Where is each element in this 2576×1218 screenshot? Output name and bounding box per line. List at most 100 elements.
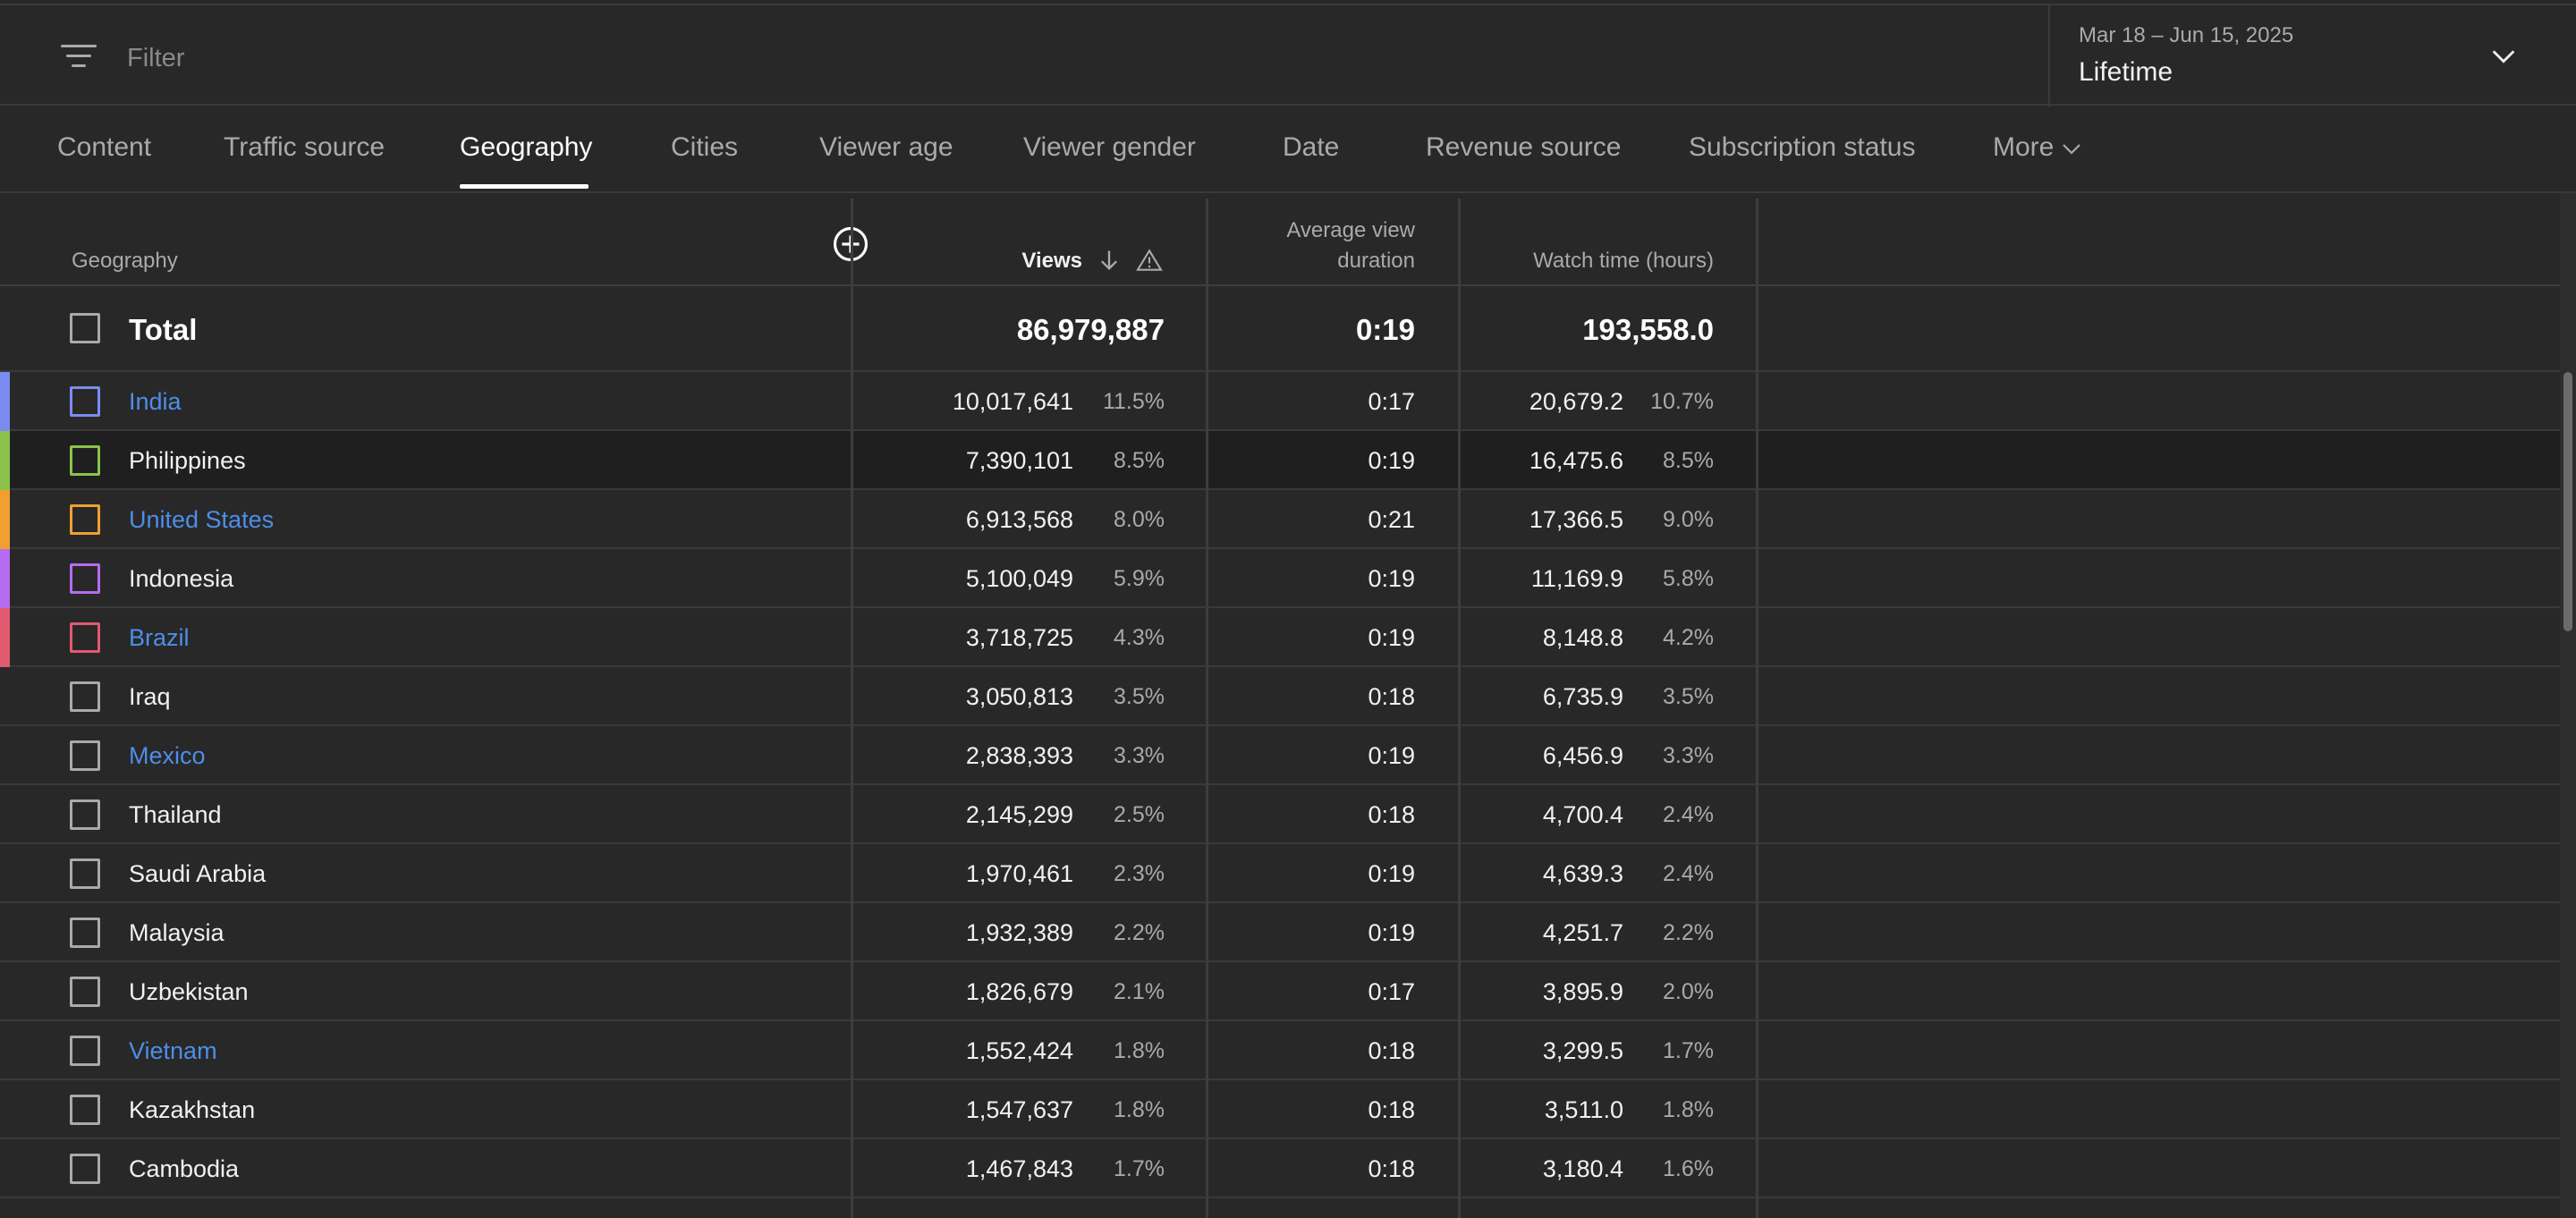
- tab-cities[interactable]: Cities: [671, 132, 739, 162]
- tab-geography[interactable]: Geography: [460, 132, 593, 162]
- column-divider: [1458, 199, 1461, 1218]
- chevron-down-icon[interactable]: [2488, 41, 2519, 72]
- row-color-indicator: [0, 490, 10, 549]
- tab-revenue-source[interactable]: Revenue source: [1426, 132, 1622, 162]
- country-name: Indonesia: [129, 565, 234, 592]
- views-percent: 2.3%: [1114, 861, 1165, 886]
- table-row[interactable]: Iraq 3,050,813 3.5% 0:18 6,735.9 3.5%: [0, 667, 2560, 726]
- watch-time-percent: 5.8%: [1663, 566, 1714, 591]
- tab-more[interactable]: More: [1993, 132, 2082, 163]
- table-row[interactable]: Philippines 7,390,101 8.5% 0:19 16,475.6 8.5%: [0, 431, 2560, 490]
- table-row[interactable]: Saudi Arabia 1,970,461 2.3% 0:19 4,639.3 2.4%: [0, 844, 2560, 903]
- tab-traffic-source[interactable]: Traffic source: [224, 132, 386, 162]
- row-checkbox[interactable]: [70, 563, 100, 594]
- views-value: 1,467,843: [965, 1155, 1073, 1182]
- country-name[interactable]: Mexico: [129, 742, 206, 769]
- date-range-selector[interactable]: Mar 18 – Jun 15, 2025 Lifetime: [2048, 5, 2576, 107]
- watch-time-value: 20,679.2: [1529, 388, 1623, 415]
- row-checkbox[interactable]: [70, 918, 100, 948]
- column-header-avg-duration-line2[interactable]: duration: [1337, 249, 1415, 273]
- scrollbar-thumb[interactable]: [2563, 372, 2572, 631]
- tab-viewer-gender[interactable]: Viewer gender: [1023, 132, 1196, 162]
- watch-time-percent: 8.5%: [1663, 448, 1714, 473]
- watch-time-value: 4,639.3: [1542, 860, 1623, 887]
- row-checkbox[interactable]: [70, 504, 100, 535]
- row-color-indicator: [0, 372, 10, 431]
- row-checkbox[interactable]: [70, 622, 100, 653]
- table-row[interactable]: Kazakhstan 1,547,637 1.8% 0:18 3,511.0 1.8%: [0, 1080, 2560, 1139]
- watch-time-value: 6,456.9: [1542, 742, 1623, 769]
- table-row[interactable]: Uzbekistan 1,826,679 2.1% 0:17 3,895.9 2.0%: [0, 962, 2560, 1021]
- row-checkbox[interactable]: [70, 1154, 100, 1184]
- total-checkbox[interactable]: [70, 313, 100, 343]
- row-color-indicator: [0, 1139, 10, 1198]
- table-row[interactable]: Mexico 2,838,393 3.3% 0:19 6,456.9 3.3%: [0, 726, 2560, 785]
- table-row[interactable]: India 10,017,641 11.5% 0:17 20,679.2 10.7%: [0, 372, 2560, 431]
- geography-table: Geography Views Average view duration Wa…: [0, 199, 2560, 1218]
- watch-time-value: 6,735.9: [1542, 683, 1623, 710]
- views-value: 7,390,101: [965, 447, 1073, 474]
- column-header-avg-duration-line1[interactable]: Average view: [1286, 218, 1415, 242]
- table-row[interactable]: Vietnam 1,552,424 1.8% 0:18 3,299.5 1.7%: [0, 1021, 2560, 1080]
- tab-more-label: More: [1993, 132, 2055, 162]
- filter-input[interactable]: [127, 32, 1021, 84]
- watch-time-value: 3,895.9: [1542, 978, 1623, 1005]
- row-color-indicator: [0, 726, 10, 785]
- row-checkbox[interactable]: [70, 1095, 100, 1125]
- row-checkbox[interactable]: [70, 859, 100, 889]
- table-row[interactable]: Indonesia 5,100,049 5.9% 0:19 11,169.9 5.8%: [0, 549, 2560, 608]
- table-row[interactable]: Cambodia 1,467,843 1.7% 0:18 3,180.4 1.6%: [0, 1139, 2560, 1198]
- table-row[interactable]: Brazil 3,718,725 4.3% 0:19 8,148.8 4.2%: [0, 608, 2560, 667]
- row-checkbox[interactable]: [70, 977, 100, 1007]
- avg-duration-value: 0:17: [1368, 388, 1415, 415]
- column-header-watch-time[interactable]: Watch time (hours): [1533, 249, 1714, 273]
- watch-time-value: 4,251.7: [1542, 919, 1623, 946]
- watch-time-percent: 1.6%: [1663, 1156, 1714, 1181]
- column-divider: [1206, 199, 1208, 1218]
- row-color-indicator: [0, 1080, 10, 1139]
- row-color-indicator: [0, 903, 10, 962]
- row-checkbox[interactable]: [70, 386, 100, 417]
- tab-date[interactable]: Date: [1283, 132, 1340, 162]
- filter-bar: Mar 18 – Jun 15, 2025 Lifetime: [0, 4, 2576, 107]
- country-name[interactable]: India: [129, 388, 182, 415]
- views-value: 1,547,637: [965, 1096, 1073, 1123]
- row-checkbox[interactable]: [70, 799, 100, 830]
- tab-content[interactable]: Content: [57, 132, 152, 162]
- table-row[interactable]: Thailand 2,145,299 2.5% 0:18 4,700.4 2.4%: [0, 785, 2560, 844]
- row-checkbox[interactable]: [70, 1036, 100, 1066]
- date-range-value: Lifetime: [2079, 57, 2174, 87]
- scrollbar[interactable]: [2560, 193, 2576, 1218]
- total-label: Total: [129, 313, 198, 346]
- filter-icon[interactable]: [61, 45, 97, 72]
- watch-time-value: 17,366.5: [1529, 506, 1623, 533]
- active-tab-indicator: [460, 184, 589, 189]
- watch-time-percent: 2.4%: [1663, 861, 1714, 886]
- column-header-views[interactable]: Views: [1021, 249, 1082, 273]
- row-checkbox[interactable]: [70, 681, 100, 712]
- row-checkbox[interactable]: [70, 445, 100, 476]
- avg-duration-value: 0:19: [1368, 624, 1415, 651]
- avg-duration-value: 0:19: [1368, 565, 1415, 592]
- views-percent: 2.1%: [1114, 979, 1165, 1004]
- country-name[interactable]: United States: [129, 506, 275, 533]
- views-percent: 2.2%: [1114, 920, 1165, 945]
- tab-viewer-age[interactable]: Viewer age: [819, 132, 953, 162]
- row-checkbox[interactable]: [70, 740, 100, 771]
- tab-subscription-status[interactable]: Subscription status: [1689, 132, 1916, 162]
- country-name[interactable]: Vietnam: [129, 1037, 217, 1064]
- views-value: 1,932,389: [965, 919, 1073, 946]
- sort-descending-icon[interactable]: [1097, 248, 1122, 273]
- views-percent: 1.8%: [1114, 1097, 1165, 1122]
- country-name[interactable]: Brazil: [129, 624, 190, 651]
- views-percent: 8.0%: [1114, 507, 1165, 532]
- views-percent: 4.3%: [1114, 625, 1165, 650]
- row-color-indicator: [0, 667, 10, 726]
- watch-time-value: 8,148.8: [1542, 624, 1623, 651]
- avg-duration-value: 0:18: [1368, 801, 1415, 828]
- views-value: 10,017,641: [952, 388, 1073, 415]
- table-row[interactable]: Malaysia 1,932,389 2.2% 0:19 4,251.7 2.2%: [0, 903, 2560, 962]
- table-row[interactable]: United States 6,913,568 8.0% 0:21 17,366.5 9.…: [0, 490, 2560, 549]
- warning-icon[interactable]: [1136, 249, 1163, 272]
- watch-time-percent: 3.3%: [1663, 743, 1714, 768]
